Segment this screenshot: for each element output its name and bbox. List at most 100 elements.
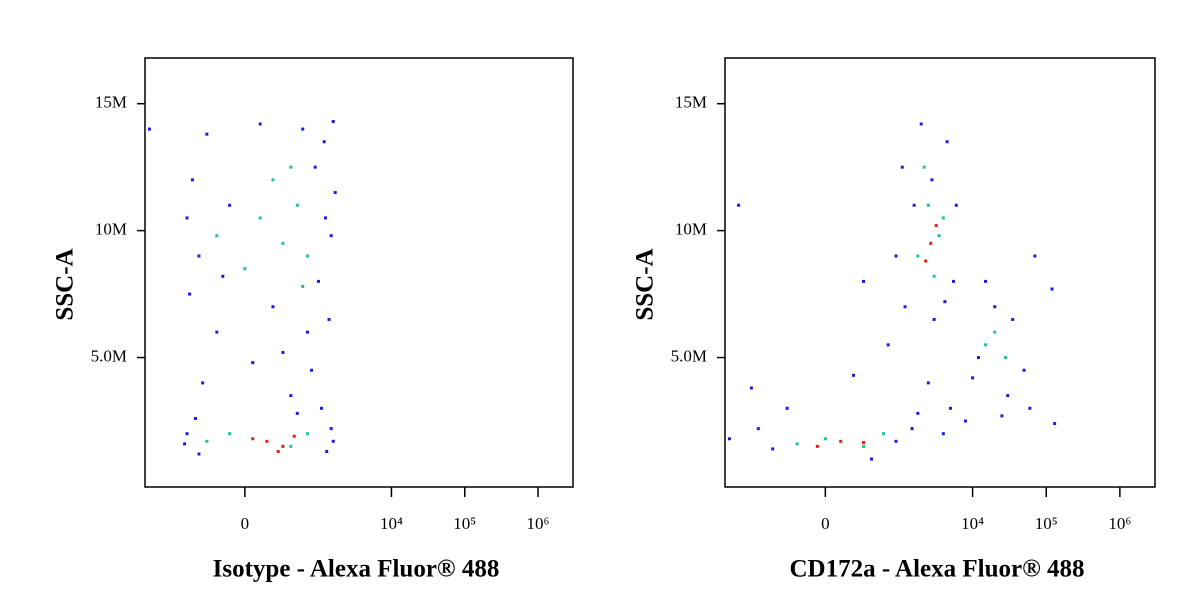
point xyxy=(258,216,262,220)
point xyxy=(919,122,923,126)
point xyxy=(331,439,335,443)
point xyxy=(183,442,187,446)
point xyxy=(215,330,219,334)
point xyxy=(327,317,331,321)
point xyxy=(941,432,945,436)
point xyxy=(852,373,856,377)
x-tick-label: 0 xyxy=(241,514,250,533)
point xyxy=(945,140,949,144)
point xyxy=(926,381,930,385)
plot-frame xyxy=(144,57,574,488)
point xyxy=(331,119,335,123)
point xyxy=(839,439,843,443)
point xyxy=(322,140,326,144)
point xyxy=(903,305,907,309)
y-tick-label: 10M xyxy=(675,220,707,239)
point xyxy=(205,132,209,136)
point xyxy=(319,406,323,410)
point xyxy=(1053,422,1057,426)
point xyxy=(289,444,293,448)
point xyxy=(910,427,914,431)
point xyxy=(894,254,898,258)
point xyxy=(993,330,997,334)
point xyxy=(147,127,151,131)
point xyxy=(894,439,898,443)
point xyxy=(329,234,333,238)
point xyxy=(276,449,280,453)
point xyxy=(1050,287,1054,291)
point xyxy=(862,279,866,283)
point xyxy=(316,279,320,283)
point xyxy=(185,216,189,220)
point xyxy=(301,127,305,131)
x-tick-label: 10⁴ xyxy=(380,514,403,533)
y-tick-label: 15M xyxy=(675,93,707,112)
x-tick-label: 10⁵ xyxy=(1035,514,1058,533)
point xyxy=(984,279,988,283)
point xyxy=(795,442,799,446)
point xyxy=(932,317,936,321)
point xyxy=(900,165,904,169)
point xyxy=(305,254,309,258)
point xyxy=(305,432,309,436)
point xyxy=(916,411,920,415)
x-axis-title: CD172a - Alexa Fluor® 488 xyxy=(789,556,1084,583)
point xyxy=(881,432,885,436)
x-tick-label: 10⁵ xyxy=(453,514,476,533)
point xyxy=(869,457,873,461)
point xyxy=(329,427,333,431)
point xyxy=(305,330,309,334)
point xyxy=(333,191,337,195)
point xyxy=(771,447,775,451)
point xyxy=(271,305,275,309)
point xyxy=(924,259,928,263)
point xyxy=(289,165,293,169)
point xyxy=(930,178,934,182)
point xyxy=(265,439,269,443)
point xyxy=(971,376,975,380)
point xyxy=(194,416,198,420)
point xyxy=(325,449,329,453)
point xyxy=(823,437,827,441)
y-tick-label: 10M xyxy=(95,220,127,239)
point xyxy=(188,292,192,296)
point xyxy=(251,437,255,441)
point xyxy=(258,122,262,126)
point xyxy=(993,305,997,309)
point xyxy=(215,234,219,238)
point xyxy=(943,300,947,304)
point xyxy=(185,432,189,436)
point xyxy=(934,224,938,228)
point xyxy=(228,203,232,207)
point xyxy=(756,427,760,431)
y-tick-label: 15M xyxy=(95,93,127,112)
x-tick-label: 0 xyxy=(821,514,830,533)
point xyxy=(937,234,941,238)
point xyxy=(916,254,920,258)
point xyxy=(1006,394,1010,398)
point xyxy=(1004,356,1008,360)
point xyxy=(1033,254,1037,258)
point xyxy=(886,343,890,347)
point xyxy=(323,216,327,220)
y-tick-label: 5.0M xyxy=(91,346,127,365)
point xyxy=(862,441,866,445)
point xyxy=(301,284,305,288)
point xyxy=(1000,414,1004,418)
plot-frame xyxy=(724,57,1156,488)
point xyxy=(190,178,194,182)
point xyxy=(1028,406,1032,410)
point xyxy=(785,406,789,410)
point xyxy=(251,361,255,365)
point xyxy=(289,394,293,398)
y-axis-title: SSC-A xyxy=(632,248,659,320)
point xyxy=(932,274,936,278)
point xyxy=(228,432,232,436)
point xyxy=(727,437,731,441)
point xyxy=(941,216,945,220)
point xyxy=(951,279,955,283)
point xyxy=(1011,317,1015,321)
y-axis-title: SSC-A xyxy=(52,248,79,320)
